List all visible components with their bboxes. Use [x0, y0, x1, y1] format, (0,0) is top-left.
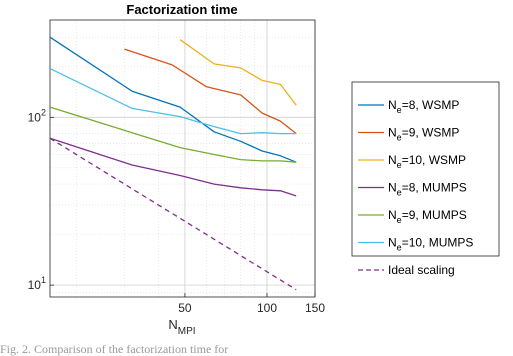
x-axis-label-main: N — [168, 317, 177, 332]
figure-caption: Fig. 2. Comparison of the factorization … — [0, 342, 513, 356]
x-tick-label: 100 — [257, 301, 277, 315]
x-axis-label-subscript: MPI — [178, 326, 196, 337]
legend-label: Ideal scaling — [388, 263, 455, 277]
chart-title: Factorization time — [126, 2, 237, 17]
x-tick-label: 150 — [305, 301, 325, 315]
x-tick-label: 50 — [178, 301, 192, 315]
